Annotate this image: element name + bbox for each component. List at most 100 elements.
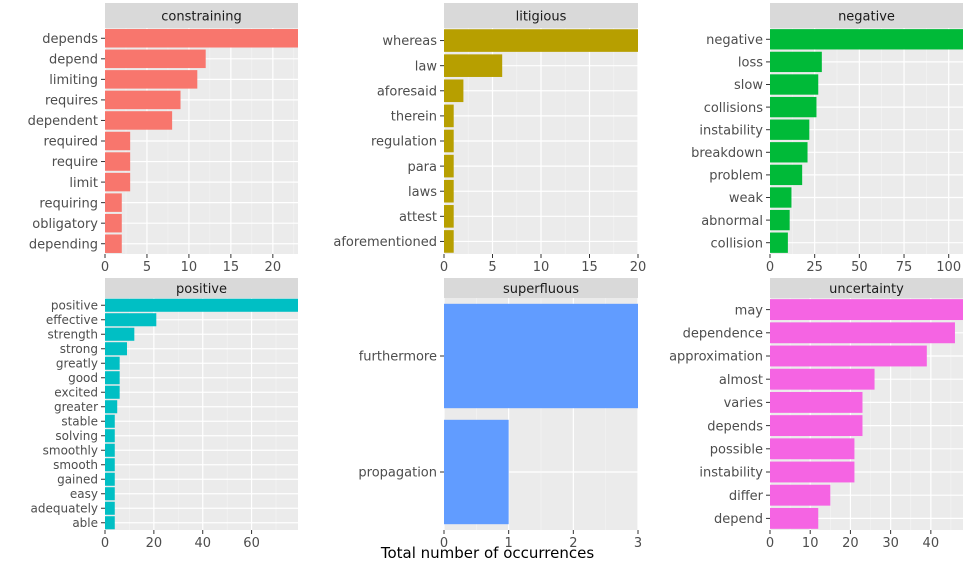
category-label-gained: gained xyxy=(57,473,98,487)
bar-positive xyxy=(105,298,298,312)
strip-title: negative xyxy=(838,10,895,25)
strip-title: positive xyxy=(176,282,227,297)
category-label-required: required xyxy=(44,135,98,150)
x-tick-label: 0 xyxy=(766,536,774,551)
bar-breakdown xyxy=(770,142,808,163)
bar-greater xyxy=(105,400,118,414)
category-label-instability: instability xyxy=(699,466,763,481)
x-tick-label: 40 xyxy=(923,536,940,551)
bar-easy xyxy=(105,487,115,501)
bar-aforementioned xyxy=(444,230,454,253)
category-label-effective: effective xyxy=(46,313,98,327)
category-label-good: good xyxy=(68,371,98,385)
bar-able xyxy=(105,516,115,530)
x-tick-label: 0 xyxy=(440,260,448,275)
bar-para xyxy=(444,154,454,178)
category-label-smoothly: smoothly xyxy=(43,444,98,458)
bar-collision xyxy=(770,232,788,253)
bar-strong xyxy=(105,342,127,356)
strip-title: constraining xyxy=(161,10,241,25)
bar-almost xyxy=(770,368,875,390)
bar-required xyxy=(105,131,131,151)
x-tick-label: 5 xyxy=(488,260,496,275)
category-label-para: para xyxy=(407,160,437,175)
category-label-abnormal: abnormal xyxy=(701,214,763,229)
category-label-easy: easy xyxy=(70,487,98,501)
bar-depends xyxy=(770,415,863,437)
category-label-aforesaid: aforesaid xyxy=(377,84,437,99)
category-label-able: able xyxy=(72,516,98,530)
category-label-negative: negative xyxy=(706,33,763,48)
bar-attest xyxy=(444,205,454,228)
x-tick-label: 3 xyxy=(634,536,642,551)
category-label-requiring: requiring xyxy=(39,196,98,211)
category-label-almost: almost xyxy=(719,373,763,388)
strip-title: litigious xyxy=(516,10,567,25)
bar-whereas xyxy=(444,29,638,52)
panel-superfluous: superfluous furthermore propagation 0 1 2 3 xyxy=(358,278,642,551)
bar-depending xyxy=(105,234,122,253)
bar-loss xyxy=(770,51,822,73)
bar-limit xyxy=(105,172,131,192)
x-tick-label: 50 xyxy=(851,260,868,275)
x-tick-label: 0 xyxy=(101,260,109,275)
category-label-loss: loss xyxy=(738,56,763,71)
bar-problem xyxy=(770,164,803,186)
category-label-requires: requires xyxy=(45,94,98,109)
bar-slow xyxy=(770,74,819,95)
panel-negative: negative negative loss slow collisions instab… xyxy=(691,3,963,275)
bar-possible xyxy=(770,438,855,460)
bar-limiting xyxy=(105,70,198,89)
category-label-slow: slow xyxy=(734,78,763,93)
category-label-laws: laws xyxy=(408,185,437,200)
category-label-problem: problem xyxy=(709,169,763,184)
bar-obligatory xyxy=(105,213,122,233)
strip-superfluous xyxy=(444,278,638,298)
bar-greatly xyxy=(105,356,120,370)
bar-regulation xyxy=(444,129,454,153)
x-tick-label: 10 xyxy=(533,260,550,275)
x-tick-label: 10 xyxy=(181,260,198,275)
x-tick-label: 100 xyxy=(936,260,961,275)
bar-abnormal xyxy=(770,209,790,231)
category-label-limit: limit xyxy=(69,176,98,191)
x-tick-label: 15 xyxy=(223,260,240,275)
bar-therein xyxy=(444,104,454,128)
category-label-furthermore: furthermore xyxy=(359,350,437,365)
category-label-require: require xyxy=(52,155,98,170)
category-label-approximation: approximation xyxy=(669,350,763,365)
bar-smooth xyxy=(105,458,115,472)
category-label-adequately: adequately xyxy=(31,502,98,516)
strip-title: uncertainty xyxy=(829,282,904,297)
bar-stable xyxy=(105,414,115,428)
bar-excited xyxy=(105,385,120,399)
category-label-may: may xyxy=(735,303,764,318)
category-label-dependent: dependent xyxy=(28,114,98,129)
category-label-propagation: propagation xyxy=(358,466,437,481)
x-tick-label: 20 xyxy=(265,260,282,275)
x-tick-label: 60 xyxy=(243,536,260,551)
category-label-possible: possible xyxy=(710,442,763,457)
x-tick-label: 1 xyxy=(505,536,513,551)
bar-aforesaid xyxy=(444,79,464,103)
strip-positive xyxy=(105,278,298,298)
x-tick-label: 20 xyxy=(630,260,647,275)
category-label-law: law xyxy=(415,59,438,74)
category-label-instability: instability xyxy=(699,123,763,138)
bar-strength xyxy=(105,327,135,341)
category-label-collisions: collisions xyxy=(704,101,764,116)
bar-smoothly xyxy=(105,443,115,457)
x-tick-label: 30 xyxy=(882,536,899,551)
bar-differ xyxy=(770,484,831,506)
category-label-solving: solving xyxy=(55,429,98,443)
bar-good xyxy=(105,371,120,385)
bar-law xyxy=(444,54,503,77)
category-label-greatly: greatly xyxy=(56,357,98,371)
category-label-whereas: whereas xyxy=(382,34,437,49)
panel-uncertainty: uncertainty may dependence approximation alm… xyxy=(669,278,963,551)
bar-adequately xyxy=(105,501,115,515)
bar-laws xyxy=(444,179,454,203)
category-label-greater: greater xyxy=(54,400,98,414)
x-tick-label: 5 xyxy=(143,260,151,275)
